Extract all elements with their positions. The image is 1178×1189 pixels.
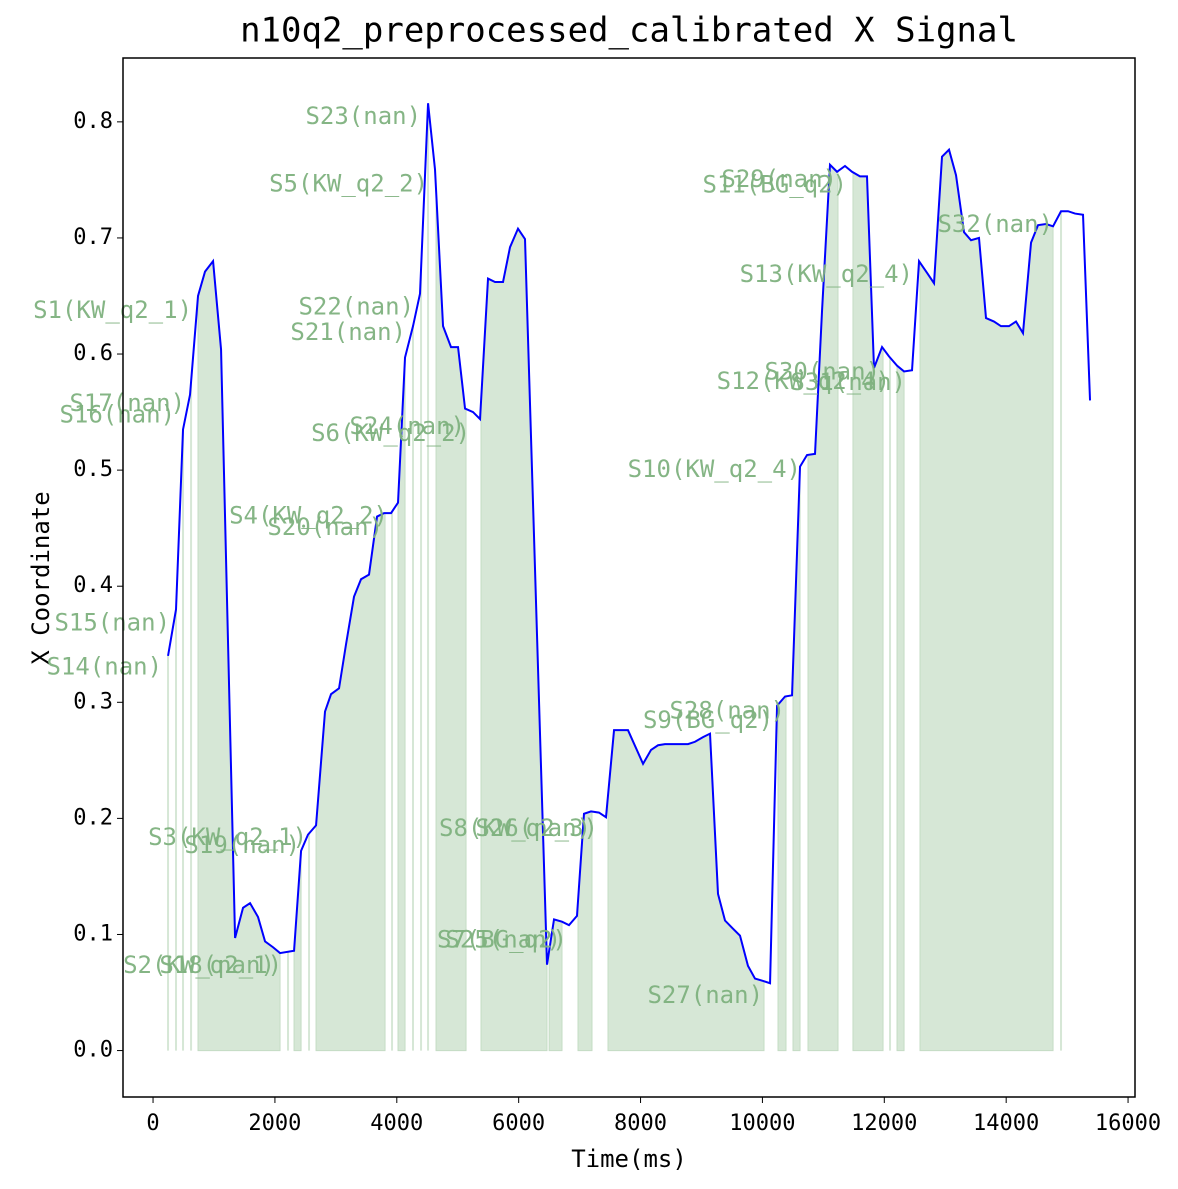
x-tick-label: 14000 [973,1111,1039,1136]
region [315,512,386,1052]
annotation: S20(nan) [267,513,383,541]
region [577,810,593,1052]
region [435,189,467,1052]
annotation: S18(nan) [159,951,275,979]
annotation: S27(nan) [647,981,763,1009]
y-tick-label: 0.7 [73,225,113,250]
annotation: S31(nan) [790,368,906,396]
annotation: S2(KW_q2_1) [123,951,282,979]
x-tick-label: 0 [146,1111,159,1136]
x-tick-label: 10000 [729,1111,795,1136]
annotation: S1(KW_q2_1) [33,296,192,324]
annotation: S17(nan) [69,389,185,417]
y-tick-label: 0.0 [73,1038,113,1063]
annotation: S22(nan) [298,293,414,321]
annotation: S9(BG_q2) [643,706,773,734]
region [852,171,884,1052]
chart-title: n10q2_preprocessed_calibrated X Signal [240,11,1018,51]
annotation: S11(BG_q2) [703,171,848,199]
annotation: S23(nan) [305,102,421,130]
annotation: S4(KW_q2_2) [229,502,388,530]
signal-line [167,103,1092,985]
annotation: S7(BG_q2) [437,925,567,953]
y-tick-label: 0.5 [73,457,113,482]
region [293,850,302,1052]
plot-frame [122,57,1136,1098]
annotation: S10(KW_q2_4) [628,455,801,483]
y-axis-label: X Coordinate [27,491,55,664]
x-tick-label: 6000 [492,1111,545,1136]
x-tick-label: 16000 [1095,1111,1161,1136]
annotation: S8(KW_q2_3) [439,814,598,842]
annotation: S29(nan) [721,165,837,193]
annotation: S26(nan) [475,814,591,842]
annotation: S3(KW_q2_1) [148,823,307,851]
y-tick-label: 0.8 [73,109,113,134]
x-axis-label: Time(ms) [571,1145,687,1173]
region [896,364,905,1052]
annotation: S15(nan) [54,608,170,636]
annotation: S13(KW_q2_4) [740,260,913,288]
annotation: S16(nan) [59,401,175,429]
annotation: S30(nan) [764,358,880,386]
annotation: S5(KW_q2_2) [269,170,428,198]
annotation: S19(nan) [184,831,300,859]
annotation: S24(nan) [349,412,465,440]
region [919,148,1054,1052]
y-tick-label: 0.6 [73,341,113,366]
x-tick-label: 8000 [614,1111,667,1136]
annotation: S32(nan) [937,210,1053,238]
annotation: S6(KW_q2_2) [311,419,470,447]
annotation: S25(nan) [445,925,561,953]
annotation: S12(KW_q2_4) [717,367,890,395]
annotation: S28(nan) [669,697,785,725]
x-tick-label: 2000 [248,1111,301,1136]
y-tick-label: 0.4 [73,573,113,598]
x-tick-label: 4000 [370,1111,423,1136]
region [197,259,281,1052]
y-tick-label: 0.2 [73,805,113,830]
y-tick-label: 0.3 [73,689,113,714]
x-tick-label: 12000 [851,1111,917,1136]
annotation: S21(nan) [290,318,406,346]
region [777,695,787,1052]
annotation: S14(nan) [46,652,162,680]
y-tick-label: 0.1 [73,921,113,946]
